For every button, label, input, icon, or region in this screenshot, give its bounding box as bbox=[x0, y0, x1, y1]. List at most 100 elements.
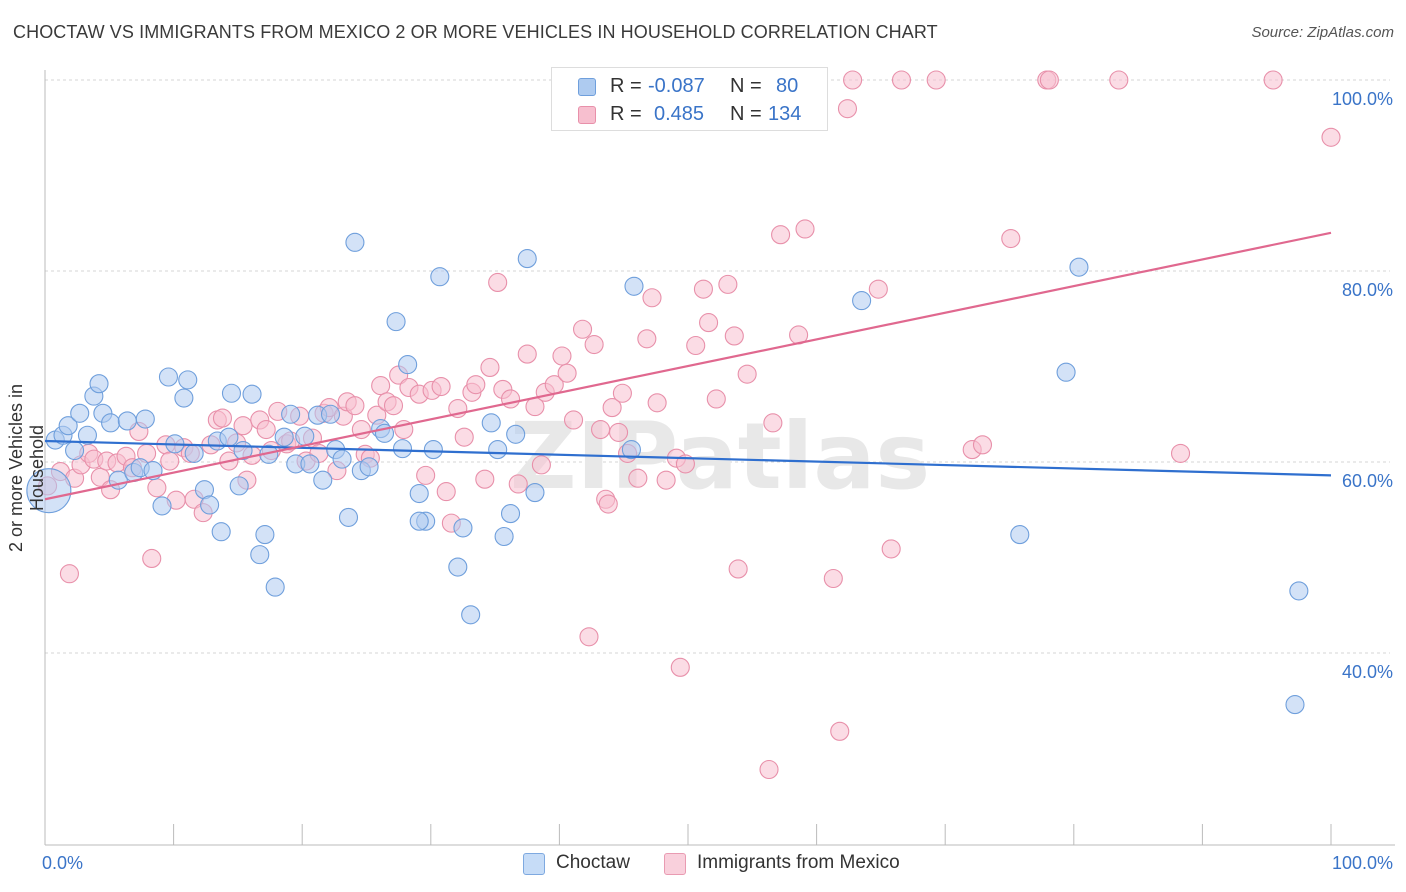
point-mexico bbox=[1321, 127, 1341, 147]
point-mexico bbox=[637, 329, 657, 349]
point-choctaw bbox=[345, 232, 365, 252]
legend-r-value: -0.087 bbox=[648, 75, 705, 97]
legend-n-label: N = bbox=[730, 103, 762, 125]
point-mexico bbox=[686, 335, 706, 356]
grid-lines bbox=[45, 79, 1390, 654]
legend-swatch-choctaw bbox=[578, 78, 596, 96]
point-choctaw bbox=[1010, 525, 1030, 545]
point-choctaw bbox=[481, 413, 501, 433]
point-choctaw bbox=[852, 291, 872, 311]
point-mexico bbox=[508, 474, 528, 494]
point-mexico bbox=[598, 494, 618, 514]
point-choctaw bbox=[500, 504, 521, 524]
chart-title: CHOCTAW VS IMMIGRANTS FROM MEXICO 2 OR M… bbox=[13, 22, 938, 42]
trend-lines bbox=[44, 231, 1332, 501]
point-choctaw bbox=[152, 496, 172, 516]
legend: R = -0.087 N = 80 R = 0.485 N = 134 bbox=[551, 67, 828, 131]
point-mexico bbox=[706, 389, 726, 409]
point-mexico bbox=[1109, 70, 1129, 90]
point-choctaw bbox=[117, 411, 137, 431]
point-mexico bbox=[147, 478, 167, 498]
point-mexico bbox=[891, 70, 912, 90]
point-choctaw bbox=[525, 483, 545, 503]
point-mexico bbox=[454, 427, 474, 447]
point-mexico bbox=[728, 559, 748, 579]
point-choctaw bbox=[423, 440, 443, 460]
point-choctaw bbox=[494, 526, 514, 547]
point-mexico bbox=[557, 363, 577, 383]
point-mexico bbox=[416, 465, 436, 485]
point-choctaw bbox=[453, 518, 473, 538]
bottom-legend-label-mexico: Immigrants from Mexico bbox=[697, 852, 900, 873]
point-choctaw bbox=[178, 370, 198, 390]
y-tick-label: 80.0% bbox=[1342, 280, 1393, 300]
point-mexico bbox=[763, 413, 783, 433]
point-choctaw bbox=[242, 384, 262, 404]
point-choctaw bbox=[250, 545, 270, 565]
point-mexico bbox=[656, 470, 676, 490]
point-mexico bbox=[475, 469, 495, 489]
point-mexico bbox=[572, 319, 593, 339]
point-choctaw bbox=[221, 383, 242, 403]
y-axis-label: 2 or more Vehicles in Household bbox=[6, 383, 47, 553]
point-mexico bbox=[500, 389, 521, 409]
point-choctaw bbox=[184, 443, 204, 463]
legend-row-choctaw: R = -0.087 N = 80 bbox=[552, 72, 827, 102]
point-mexico bbox=[724, 326, 744, 346]
legend-row-mexico: R = 0.485 N = 134 bbox=[552, 100, 827, 130]
trend-line-mexico bbox=[44, 231, 1332, 501]
axes bbox=[44, 70, 1395, 846]
point-mexico bbox=[59, 564, 79, 584]
x-tick-label: 0.0% bbox=[42, 853, 83, 873]
point-mexico bbox=[256, 419, 276, 440]
point-mexico bbox=[693, 279, 713, 299]
point-mexico bbox=[160, 451, 180, 471]
point-choctaw bbox=[255, 525, 275, 545]
tick-labels: 40.0% 60.0% 80.0% 100.0% 0.0% 100.0% bbox=[42, 89, 1393, 873]
legend-n-value: 80 bbox=[776, 75, 799, 97]
point-mexico bbox=[972, 435, 993, 455]
point-mexico bbox=[628, 468, 648, 488]
point-mexico bbox=[699, 313, 719, 333]
bottom-legend-swatch-choctaw bbox=[523, 853, 545, 875]
point-mexico bbox=[823, 568, 843, 589]
point-choctaw bbox=[135, 409, 155, 429]
point-mexico bbox=[1263, 70, 1283, 90]
point-choctaw bbox=[158, 367, 179, 387]
point-mexico bbox=[1001, 228, 1021, 249]
point-mexico bbox=[371, 376, 391, 396]
y-tick-label: 60.0% bbox=[1342, 471, 1393, 491]
point-choctaw bbox=[386, 312, 406, 332]
point-choctaw bbox=[338, 507, 359, 527]
point-mexico bbox=[1170, 443, 1191, 463]
point-mexico bbox=[233, 416, 253, 436]
point-choctaw bbox=[200, 495, 220, 515]
point-mexico bbox=[647, 393, 667, 413]
point-mexico bbox=[345, 396, 365, 416]
point-mexico bbox=[612, 383, 632, 403]
point-choctaw bbox=[1056, 362, 1076, 382]
point-mexico bbox=[642, 288, 662, 308]
point-choctaw bbox=[295, 426, 315, 446]
point-mexico bbox=[771, 225, 791, 245]
point-mexico bbox=[466, 375, 486, 395]
point-choctaw bbox=[448, 557, 468, 577]
y-tick-label: 100.0% bbox=[1332, 89, 1393, 109]
point-mexico bbox=[830, 721, 850, 741]
point-choctaw bbox=[58, 416, 78, 436]
point-choctaw bbox=[77, 425, 97, 445]
point-mexico bbox=[488, 272, 508, 293]
point-mexico bbox=[1039, 70, 1059, 90]
point-choctaw bbox=[621, 440, 641, 460]
bottom-legend-swatch-mexico bbox=[664, 853, 686, 875]
point-mexico bbox=[843, 70, 863, 90]
bottom-legend: Choctaw Immigrants from Mexico bbox=[0, 852, 1406, 876]
point-choctaw bbox=[229, 476, 249, 496]
point-mexico bbox=[675, 454, 695, 474]
point-mexico bbox=[670, 657, 690, 677]
point-choctaw bbox=[300, 454, 320, 474]
point-mexico bbox=[579, 627, 599, 647]
point-choctaw bbox=[211, 522, 231, 542]
point-choctaw bbox=[409, 483, 429, 504]
